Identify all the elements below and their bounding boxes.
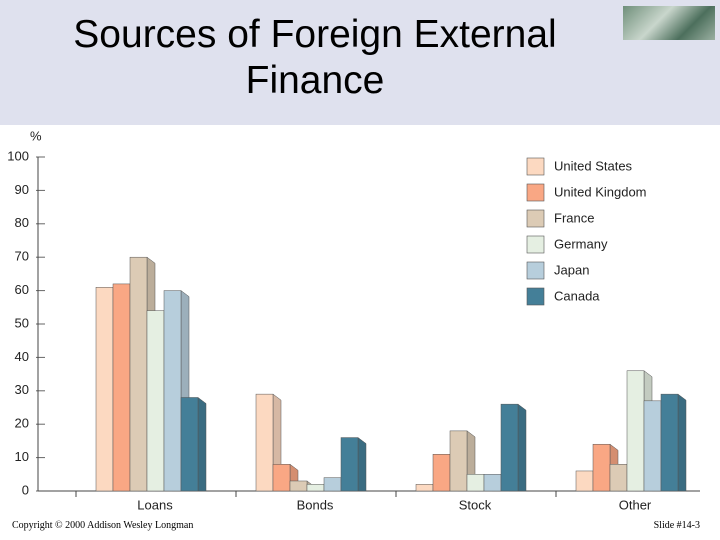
bar <box>609 464 628 492</box>
legend-label: United States <box>554 158 633 173</box>
bar <box>323 477 342 492</box>
bar <box>626 370 645 492</box>
bar <box>643 400 662 492</box>
bar <box>129 256 148 492</box>
legend-swatch <box>526 261 545 280</box>
bar <box>592 443 611 492</box>
bar <box>415 484 434 492</box>
legend-swatch <box>526 157 545 176</box>
bar <box>289 480 308 492</box>
legend-label: Japan <box>554 262 589 277</box>
x-tick-label: Stock <box>459 497 492 512</box>
bar <box>255 393 274 492</box>
header-picture <box>623 6 715 40</box>
y-tick-label: 10 <box>15 449 29 464</box>
y-tick-label: 0 <box>22 482 29 497</box>
legend-label: United Kingdom <box>554 184 647 199</box>
legend-swatch <box>526 235 545 254</box>
legend-label: Germany <box>554 236 608 251</box>
x-tick-label: Other <box>619 497 652 512</box>
bar <box>483 474 502 492</box>
bar <box>660 393 679 492</box>
legend-label: Canada <box>554 288 600 303</box>
bar-depth <box>197 396 207 492</box>
bar <box>306 484 325 492</box>
bar <box>180 397 199 492</box>
title-band: Sources of Foreign External Finance <box>0 0 720 125</box>
x-tick-label: Loans <box>137 497 173 512</box>
bar <box>146 310 165 492</box>
bar <box>500 403 519 492</box>
y-tick-label: 70 <box>15 249 29 264</box>
bar-depth <box>357 437 367 492</box>
copyright: Copyright © 2000 Addison Wesley Longman <box>12 520 194 531</box>
y-tick-label: 30 <box>15 382 29 397</box>
y-tick-label: 60 <box>15 282 29 297</box>
bar <box>575 470 594 492</box>
legend-swatch <box>526 209 545 228</box>
bar <box>272 464 291 492</box>
bar <box>432 454 451 492</box>
bar <box>449 430 468 492</box>
y-tick-label: 80 <box>15 215 29 230</box>
y-tick-label: 50 <box>15 315 29 330</box>
slide-title: Sources of Foreign External Finance <box>73 13 557 102</box>
bar <box>340 437 359 492</box>
legend-swatch <box>526 287 545 306</box>
slide-number: Slide #14-3 <box>653 520 700 531</box>
y-tick-label: 90 <box>15 182 29 197</box>
y-axis-label: % <box>30 128 42 143</box>
bar <box>112 283 131 492</box>
legend-swatch <box>526 183 545 202</box>
bar-depth <box>677 393 687 492</box>
y-tick-label: 20 <box>15 416 29 431</box>
bar <box>95 287 114 492</box>
bar <box>163 290 182 492</box>
legend-label: France <box>554 210 594 225</box>
bar <box>466 474 485 492</box>
y-tick-label: 100 <box>7 148 29 163</box>
y-tick-label: 40 <box>15 349 29 364</box>
x-tick-label: Bonds <box>297 497 334 512</box>
bar-depth <box>517 403 527 492</box>
